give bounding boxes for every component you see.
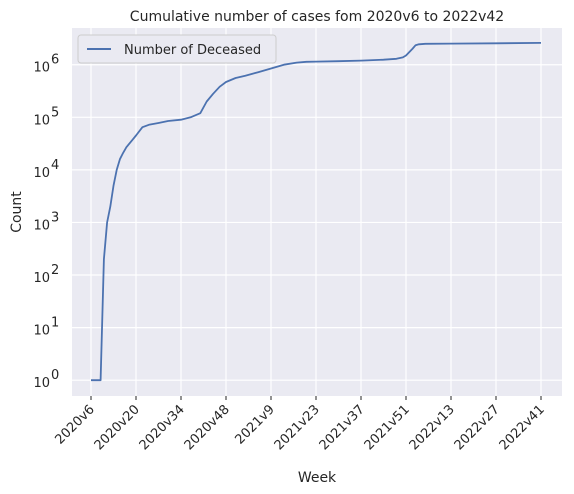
y-tick-label: 10 bbox=[33, 166, 50, 181]
x-tick-label: 2022v27 bbox=[452, 402, 503, 453]
x-tick-label: 2020v6 bbox=[53, 402, 98, 447]
x-tick-label: 2021v51 bbox=[362, 402, 413, 453]
y-tick-exponent: 5 bbox=[51, 105, 59, 120]
y-tick-label: 10 bbox=[33, 324, 50, 339]
y-tick-label: 10 bbox=[33, 376, 50, 391]
x-tick-label: 2021v9 bbox=[233, 402, 278, 447]
x-gridlines bbox=[90, 28, 542, 396]
series-line-number-of-deceased bbox=[91, 42, 542, 382]
y-tick-exponent: 6 bbox=[51, 53, 59, 68]
y-tick-exponent: 0 bbox=[51, 368, 59, 383]
x-tick-label: 2021v23 bbox=[272, 402, 323, 453]
series-layer bbox=[91, 42, 542, 382]
x-tick-label: 2022v13 bbox=[407, 402, 458, 453]
plot-background bbox=[72, 28, 562, 396]
y-axis-label: Count bbox=[9, 191, 25, 233]
y-gridlines bbox=[72, 64, 562, 381]
x-tick-label: 2020v20 bbox=[92, 402, 143, 453]
y-tick-exponent: 3 bbox=[51, 210, 59, 225]
y-tick-exponent: 1 bbox=[51, 316, 59, 331]
x-axis-label: Week bbox=[298, 470, 337, 486]
y-tick-label: 10 bbox=[33, 271, 50, 286]
x-tick-label: 2020v34 bbox=[137, 402, 188, 453]
legend-box bbox=[77, 34, 277, 64]
y-tick-label: 10 bbox=[33, 113, 50, 128]
legend: Number of Deceased bbox=[77, 34, 277, 64]
x-tick-label: 2022v41 bbox=[497, 402, 548, 453]
x-tick-label: 2021v37 bbox=[317, 402, 368, 453]
x-tick-label: 2020v48 bbox=[182, 402, 233, 453]
y-tick-label: 10 bbox=[33, 61, 50, 76]
chart-title: Cumulative number of cases fom 2020v6 to… bbox=[130, 9, 504, 25]
y-tick-exponent: 4 bbox=[51, 158, 59, 173]
y-tick-exponent: 2 bbox=[51, 263, 59, 278]
y-tick-label: 10 bbox=[33, 218, 50, 233]
legend-label: Number of Deceased bbox=[124, 43, 261, 58]
